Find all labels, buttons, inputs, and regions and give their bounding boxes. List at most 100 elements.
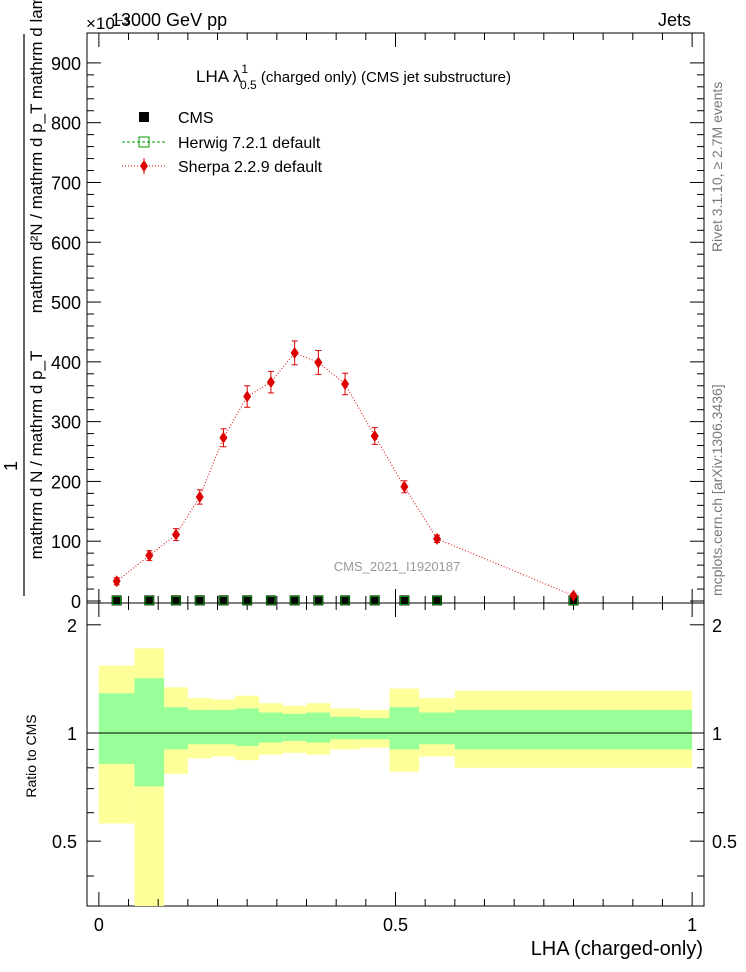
main-ytick-label: 900 (51, 54, 81, 74)
ratio-band-green-bin (419, 712, 455, 745)
ratio-band-green-bin (454, 709, 693, 750)
process-label: Jets (658, 10, 691, 30)
cms-point (340, 595, 351, 606)
x-axis-label: LHA (charged-only) (531, 938, 703, 960)
legend-herwig-label: Herwig 7.2.1 default (178, 135, 321, 152)
energy-label: 13000 GeV pp (111, 10, 227, 30)
ratio-ytick-label: 1 (67, 724, 77, 744)
main-axis-ticks (87, 33, 704, 603)
herwig-point (218, 595, 228, 605)
cms-point (265, 595, 276, 606)
main-ytick-label: 0 (71, 592, 81, 612)
rivet-label: Rivet 3.1.10, ≥ 2.7M events (709, 82, 725, 252)
legend-sherpa-marker (140, 160, 148, 172)
ratio-band-green-bin (330, 716, 360, 740)
cms-point (218, 595, 229, 606)
x-tick-label: 1 (687, 915, 697, 935)
sherpa-point (400, 480, 409, 493)
herwig-point (370, 595, 380, 605)
sherpa-point (243, 390, 252, 403)
sherpa-point (290, 346, 299, 359)
herwig-point (266, 595, 276, 605)
ratio-ytick-label: 0.5 (52, 832, 77, 852)
main-y-axis-label: 1 mathrm d N / mathrm d p_T mathrm d²N /… (1, 0, 46, 596)
cms-point (289, 595, 300, 606)
sherpa-point (145, 549, 154, 562)
x-tick-label: 0 (94, 915, 104, 935)
ratio-ytick-label-right: 1 (712, 724, 722, 744)
cms-point (242, 595, 253, 606)
herwig-point (144, 595, 154, 605)
sherpa-point (314, 356, 323, 369)
cms-point (194, 595, 205, 606)
herwig-point (112, 595, 122, 605)
ratio-band-green-bin (282, 713, 307, 741)
chart-title: LHA λ1 0.5 (charged only) (CMS jet substr… (196, 62, 511, 92)
sherpa-point (171, 528, 180, 541)
exponent-label: ×10⁻³ (86, 14, 130, 33)
main-ytick-label: 400 (51, 353, 81, 373)
main-ytick-label: 700 (51, 173, 81, 193)
legend: CMS Herwig 7.2.1 default Sherpa 2.2.9 de… (122, 110, 323, 176)
legend-cms-marker (139, 112, 149, 122)
x-tick-label: 0.5 (383, 915, 408, 935)
cms-point (369, 595, 380, 606)
ratio-band-green-bin (306, 712, 331, 743)
cms-point (432, 595, 443, 606)
ratio-band-green-bin (211, 709, 236, 745)
herwig-point (195, 595, 205, 605)
y-label-denominator: mathrm d N / mathrm d p_T (27, 351, 46, 560)
main-ytick-label: 200 (51, 472, 81, 492)
ratio-ytick-label: 2 (67, 616, 77, 636)
legend-cms-label: CMS (178, 110, 214, 127)
sherpa-point (266, 376, 275, 389)
cms-point (111, 595, 122, 606)
x-tick-labels: 0 0.5 1 (94, 915, 697, 935)
main-ytick-label: 100 (51, 532, 81, 552)
ratio-band-green-bin (235, 708, 260, 746)
ratio-band-green-bin (187, 709, 212, 745)
sherpa-series-line (116, 352, 574, 597)
ratio-ytick-label-right: 0.5 (712, 832, 737, 852)
analysis-watermark: CMS_2021_I1920187 (334, 559, 461, 574)
herwig-point (290, 595, 300, 605)
sherpa-series-points (112, 340, 578, 602)
sherpa-point (341, 377, 350, 390)
ratio-band-green-bin (98, 693, 135, 764)
herwig-point (242, 595, 252, 605)
sherpa-point (433, 532, 442, 545)
sherpa-point (569, 589, 578, 602)
legend-herwig-marker (138, 136, 150, 148)
main-ytick-label: 600 (51, 233, 81, 253)
ratio-band-green-bin (164, 707, 188, 750)
herwig-point (171, 595, 181, 605)
main-ytick-label: 500 (51, 293, 81, 313)
ratio-bands (98, 648, 693, 906)
y-label-numerator: mathrm d²N / mathrm d p_T mathrm d lambd… (27, 0, 46, 313)
herwig-point (313, 595, 323, 605)
sherpa-point (219, 431, 228, 444)
y-label-one: 1 (1, 461, 21, 471)
sherpa-point (195, 490, 204, 503)
legend-sherpa-label: Sherpa 2.2.9 default (178, 159, 323, 176)
ratio-ytick-label-right: 2 (712, 616, 722, 636)
cms-point (399, 595, 410, 606)
ratio-y-axis-label: Ratio to CMS (23, 714, 39, 797)
ratio-band-green-bin (259, 712, 283, 743)
cms-point (170, 595, 181, 606)
mcplots-label: mcplots.cern.ch [arXiv:1306.3436] (709, 384, 725, 596)
cms-point (313, 595, 324, 606)
ratio-axis-ticks (87, 603, 704, 906)
sherpa-point (112, 575, 121, 588)
ratio-y-tick-labels: 0.5 0.5 1 1 2 2 (52, 616, 737, 852)
main-y-tick-labels: 0 100 200 300 400 500 600 700 800 900 (51, 54, 81, 612)
ratio-band-green-bin (359, 718, 390, 740)
herwig-point (340, 595, 350, 605)
cms-point (144, 595, 155, 606)
herwig-point (432, 595, 442, 605)
herwig-point (399, 595, 409, 605)
ratio-band-green-bin (134, 678, 165, 787)
sherpa-point (370, 429, 379, 442)
main-ytick-label: 800 (51, 114, 81, 134)
